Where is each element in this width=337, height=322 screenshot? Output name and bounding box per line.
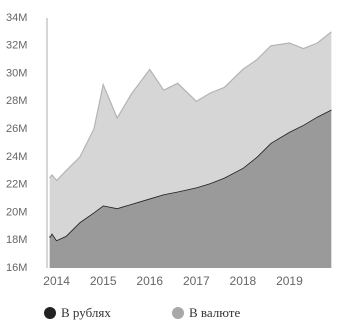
plot-area — [48, 31, 332, 268]
x-tick-label: 2014 — [43, 274, 70, 288]
legend-label: В валюте — [189, 305, 240, 320]
y-tick-label: 20M — [6, 206, 27, 218]
x-tick-label: 2017 — [183, 274, 210, 288]
x-tick-label: 2015 — [90, 274, 117, 288]
x-tick-label: 2019 — [276, 274, 303, 288]
y-tick-label: 34M — [6, 12, 27, 24]
area — [49, 31, 332, 241]
legend-marker — [44, 307, 56, 319]
area-line — [49, 31, 332, 182]
y-tick-label: 28M — [6, 95, 27, 107]
area-line — [48, 108, 332, 242]
y-tick-label: 32M — [6, 40, 27, 52]
legend-marker — [172, 307, 184, 319]
y-tick-label: 30M — [6, 67, 27, 79]
x-tick-label: 2016 — [136, 274, 163, 288]
y-tick-label: 26M — [6, 123, 27, 135]
y-tick-label: 18M — [6, 234, 27, 246]
y-tick-label: 24M — [6, 151, 27, 163]
legend-label: В рублях — [61, 305, 111, 320]
y-tick-label: 16M — [6, 262, 27, 274]
x-tick-label: 2018 — [230, 274, 257, 288]
y-tick-label: 22M — [6, 179, 27, 191]
